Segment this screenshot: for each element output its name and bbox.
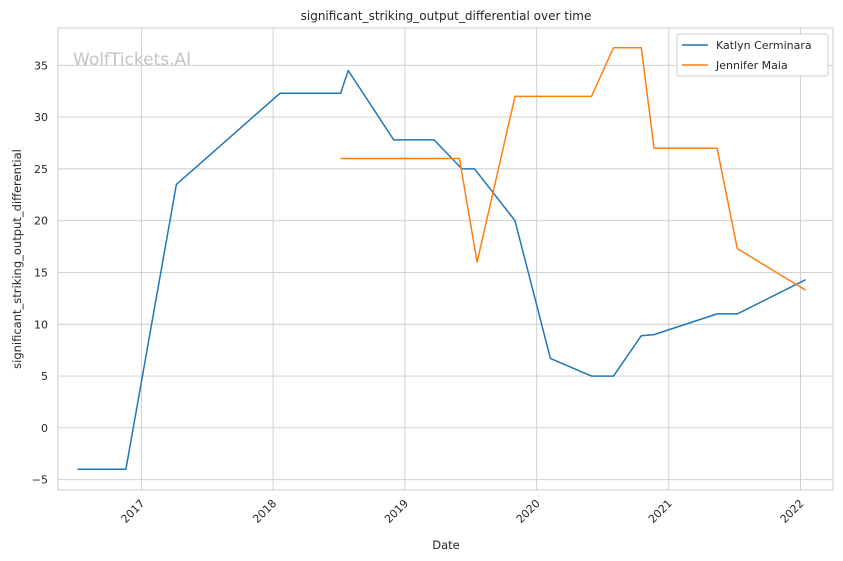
x-tick-label: 2022 (778, 497, 807, 526)
y-tick-label: 35 (34, 59, 48, 72)
chart-title: significant_striking_output_differential… (301, 9, 592, 23)
series-lines (77, 46, 806, 471)
legend-label-katlyn-cerminara: Katlyn Cerminara (716, 39, 812, 52)
x-tick-label: 2017 (119, 497, 148, 526)
y-tick-label: 20 (34, 215, 48, 228)
x-tick-label: 2018 (250, 497, 279, 526)
legend-box (676, 33, 829, 77)
x-tick-labels: 2017 2018 2019 2020 2021 2022 (119, 497, 807, 526)
y-tick-labels: −5 0 5 10 15 20 25 30 35 (32, 59, 48, 486)
x-tick-label: 2021 (646, 497, 675, 526)
grid-lines (58, 28, 833, 490)
y-tick-label: 10 (34, 318, 48, 331)
x-tick-label: 2019 (382, 497, 411, 526)
y-axis-title: significant_striking_output_differential (10, 149, 24, 369)
y-tick-label: 15 (34, 266, 48, 279)
y-tick-label: 5 (41, 370, 48, 383)
series-line-katlyn-cerminara (77, 69, 806, 471)
plot-area (58, 28, 833, 490)
x-tick-label: 2020 (514, 497, 543, 526)
x-axis-title: Date (432, 538, 460, 552)
legend: Katlyn Cerminara Jennifer Maia (676, 33, 829, 77)
y-tick-label: 0 (41, 422, 48, 435)
plot-border (57, 27, 834, 491)
watermark: WolfTickets.AI (73, 50, 191, 70)
y-tick-label: 25 (34, 163, 48, 176)
y-tick-label: 30 (34, 111, 48, 124)
y-tick-label: −5 (32, 474, 48, 487)
legend-label-jennifer-maia: Jennifer Maia (715, 59, 788, 72)
series-line-jennifer-maia (340, 46, 806, 291)
